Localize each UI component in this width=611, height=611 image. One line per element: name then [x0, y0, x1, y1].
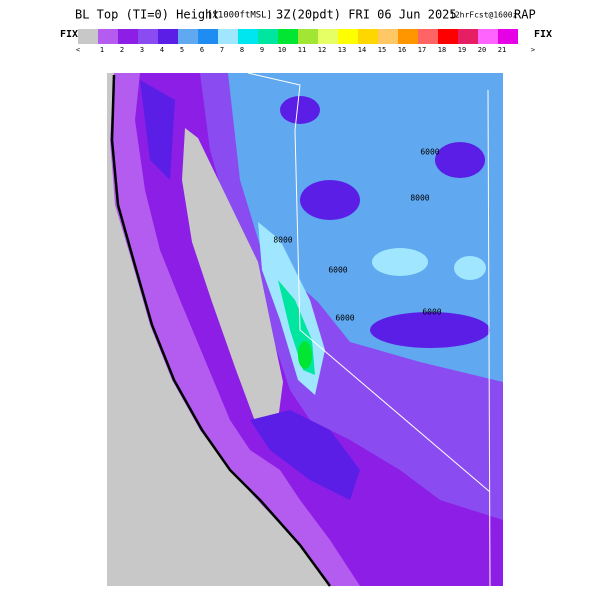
colorbar-label: 9 — [260, 46, 264, 54]
contour — [110, 74, 332, 587]
title-bar: BL Top (TI=0) Height [x1000ftMSL] 3Z(20p… — [75, 8, 536, 22]
colorbar-label: 12 — [318, 46, 326, 54]
colorbar-label: 10 — [278, 46, 286, 54]
blue-region — [228, 73, 503, 382]
state-line — [247, 72, 491, 493]
model: RAP — [514, 8, 536, 22]
colorbar-swatch — [318, 29, 338, 44]
blob — [372, 248, 428, 276]
colorbar-swatch — [198, 29, 218, 44]
colorbar-label: < — [76, 46, 80, 54]
colorbar-label: 3 — [140, 46, 144, 54]
colorbar-label: 15 — [378, 46, 386, 54]
colorbar-swatch — [98, 29, 118, 44]
fix-right: FIX — [534, 29, 552, 40]
colorbar-label: 21 — [498, 46, 506, 54]
colorbar-label: 17 — [418, 46, 426, 54]
state-line — [487, 89, 491, 587]
colorbar-swatch — [258, 29, 278, 44]
colorbar-label: 13 — [338, 46, 346, 54]
colorbar-label: 2 — [120, 46, 124, 54]
valid-time: 3Z(20pdt) FRI 06 Jun 2025 — [276, 8, 457, 22]
contour-label: 8000 — [273, 236, 292, 245]
colorbar-label: 16 — [398, 46, 406, 54]
green-core — [298, 341, 312, 369]
colorbar-swatch — [78, 29, 98, 44]
colorbar-swatch — [458, 29, 478, 44]
colorbar-swatch — [238, 29, 258, 44]
central-valley — [182, 128, 283, 424]
blob — [370, 312, 490, 348]
colorbar-swatch — [178, 29, 198, 44]
colorbar-swatch — [118, 29, 138, 44]
north-band — [140, 80, 175, 180]
forecast: 12hrFcst@1600z — [450, 11, 518, 20]
colorbar-label: > — [531, 46, 535, 54]
colorbar-label: 4 — [160, 46, 164, 54]
colorbar-label: 7 — [220, 46, 224, 54]
colorbar: <1 2 3 4 5 6 7 8 9 10 11 12 13 14 15 16 17 18 19 20 21 > — [76, 29, 535, 54]
contour-label: 8000 — [410, 194, 429, 203]
colorbar-label: 8 — [240, 46, 244, 54]
colorbar-label: 14 — [358, 46, 366, 54]
colorbar-swatch — [278, 29, 298, 44]
colorbar-swatch — [338, 29, 358, 44]
contour-label: 6000 — [422, 308, 441, 317]
blob — [300, 180, 360, 220]
colorbar-swatch — [418, 29, 438, 44]
contour-label: 6000 — [420, 148, 439, 157]
blob — [435, 142, 485, 178]
colorbar-label: 11 — [298, 46, 306, 54]
colorbar-swatch — [138, 29, 158, 44]
blob — [280, 96, 320, 124]
colorbar-label: 19 — [458, 46, 466, 54]
colorbar-swatch — [378, 29, 398, 44]
colorbar-label: 5 — [180, 46, 184, 54]
title: BL Top (TI=0) Height — [75, 8, 220, 22]
colorbar-swatch — [298, 29, 318, 44]
colorbar-swatch — [158, 29, 178, 44]
colorbar-label: 6 — [200, 46, 204, 54]
contour-labels: 6000 6000 8000 6000 6000 8000 — [273, 148, 441, 323]
map — [107, 72, 503, 587]
colorbar-swatch — [218, 29, 238, 44]
colorbar-swatch — [398, 29, 418, 44]
colorbar-swatch — [478, 29, 498, 44]
colorbar-label: 20 — [478, 46, 486, 54]
colorbar-swatch — [358, 29, 378, 44]
blob — [454, 256, 486, 280]
units: [x1000ftMSL] — [207, 11, 272, 21]
colorbar-label: 18 — [438, 46, 446, 54]
contour-label: 6000 — [335, 314, 354, 323]
sierra-band — [250, 410, 360, 500]
colorbar-label: 1 — [100, 46, 104, 54]
colorbar-swatch — [438, 29, 458, 44]
contour-label: 6000 — [328, 266, 347, 275]
fix-left: FIX — [60, 29, 78, 40]
colorbar-swatch — [498, 29, 518, 44]
